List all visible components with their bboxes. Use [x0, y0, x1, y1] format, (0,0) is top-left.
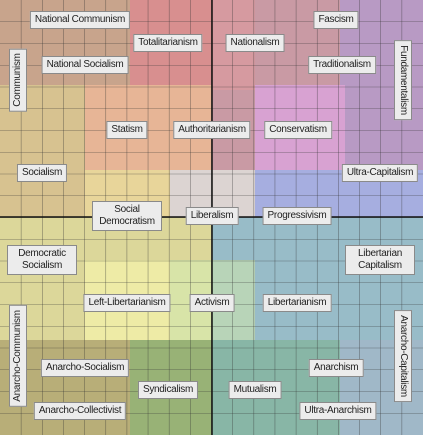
label: Authoritarianism: [173, 121, 251, 139]
label: Anarcho-Socialism: [40, 359, 130, 377]
label: Statism: [106, 121, 148, 139]
label: Democratic Socialism: [7, 245, 77, 275]
label: Libertarianism: [262, 294, 332, 312]
label: Fascism: [313, 11, 359, 29]
label: Anarcho-Communism: [9, 305, 27, 407]
label: Anarchism: [308, 359, 364, 377]
label: Traditionalism: [308, 56, 376, 74]
label: Totalitarianism: [133, 34, 203, 52]
label: National Communism: [29, 11, 131, 29]
label: Libertarian Capitalism: [345, 245, 415, 275]
label: Mutualism: [228, 381, 282, 399]
label: Ultra-Anarchism: [299, 402, 377, 420]
label: Fundamentalism: [394, 40, 412, 120]
label: Nationalism: [225, 34, 285, 52]
label: Liberalism: [185, 207, 239, 225]
label: Ultra-Capitalism: [341, 164, 419, 182]
label: Left-Libertarianism: [83, 294, 171, 312]
label: Syndicalism: [137, 381, 199, 399]
label: Progressivism: [262, 207, 332, 225]
label: National Socialism: [41, 56, 129, 74]
label: Anarcho-Capitalism: [394, 310, 412, 402]
label: Anarcho-Collectivist: [33, 402, 127, 420]
label: Communism: [9, 48, 27, 112]
label: Socialism: [16, 164, 68, 182]
label: Conservatism: [264, 121, 332, 139]
label: Social Democratism: [92, 201, 162, 231]
label: Activism: [189, 294, 235, 312]
